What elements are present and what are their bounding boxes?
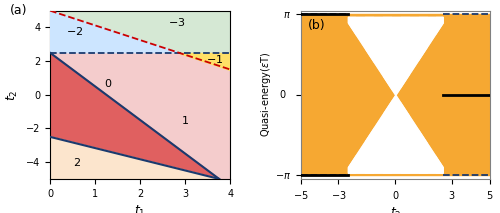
Text: $1$: $1$ — [182, 114, 190, 126]
Text: $0$: $0$ — [104, 77, 113, 89]
Polygon shape — [50, 53, 219, 179]
Text: (b): (b) — [308, 19, 326, 32]
Text: $-1$: $-1$ — [206, 53, 223, 65]
Polygon shape — [50, 137, 219, 179]
Y-axis label: $t_2$: $t_2$ — [5, 89, 20, 101]
Text: 0: 0 — [280, 90, 285, 100]
Polygon shape — [50, 11, 179, 53]
Polygon shape — [179, 53, 231, 69]
Text: $-3$: $-3$ — [168, 16, 185, 28]
Polygon shape — [50, 11, 230, 69]
Text: $2$: $2$ — [73, 156, 81, 168]
X-axis label: $t_2$: $t_2$ — [390, 206, 401, 213]
Text: $-2$: $-2$ — [66, 25, 84, 37]
Text: (a): (a) — [10, 4, 28, 17]
Polygon shape — [50, 11, 230, 179]
Y-axis label: Quasi-energy($\epsilon$T): Quasi-energy($\epsilon$T) — [260, 52, 274, 137]
X-axis label: $t_1$: $t_1$ — [134, 204, 146, 213]
